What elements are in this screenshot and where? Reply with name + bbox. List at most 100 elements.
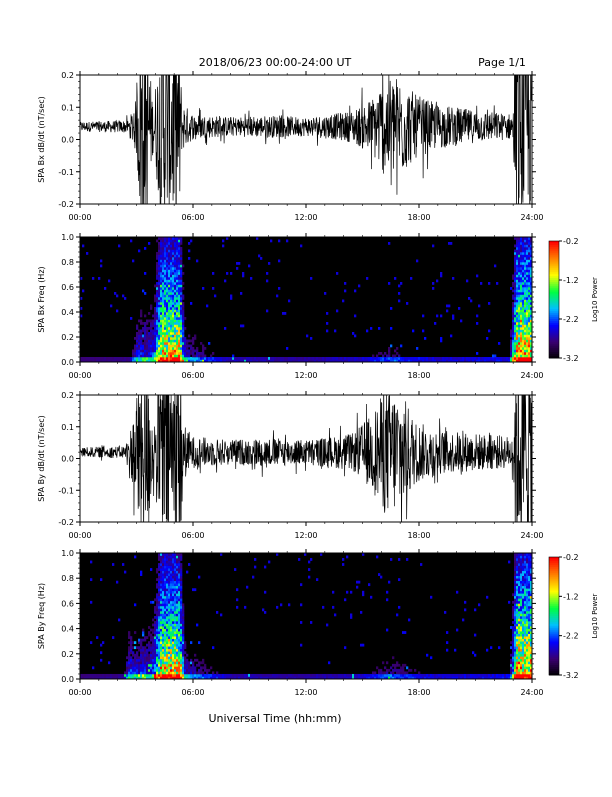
spectrogram-cell [162,608,165,612]
spectrogram-cell [198,354,201,358]
spectrogram-cell [516,631,519,634]
spectrogram-cell [524,254,527,258]
spectrogram-cell [520,262,523,265]
spectrogram-cell [196,671,199,675]
spectrogram-cell [176,334,179,338]
spectrogram-cell [182,621,185,624]
spectrogram-cell [158,274,161,278]
spectrogram-cell [210,673,213,677]
spectrogram-cell [130,357,133,360]
spectrogram-cell [390,344,393,348]
spectrogram-cell [162,568,165,571]
spectrogram-cell [360,676,363,680]
spectrogram-cell [496,673,499,677]
spectrogram-cell [468,357,471,360]
colorbar-cell [549,606,559,609]
spectrogram-cell [516,304,519,308]
spectrogram-cell [514,249,517,253]
spectrogram-cell [520,334,523,338]
spectrogram-cell [522,651,525,655]
colorbar-cell [549,641,559,645]
spectrogram-cell [146,322,149,325]
spectrogram-cell [92,673,95,677]
spectrogram-cell [152,656,155,660]
spectrogram-cell [518,555,521,559]
spectrogram-cell [530,590,533,594]
spectrogram-cell [170,329,173,333]
spectrogram-cell [168,560,171,564]
spectrogram-cell [140,309,143,313]
spectrogram-cell [522,302,525,305]
spectrogram-cell [522,299,525,303]
spectrogram-cell [174,242,177,245]
spectrogram-cell [380,676,383,680]
spectrogram-cell [478,357,481,360]
spectrogram-cell [528,643,531,647]
spectrogram-cell [156,264,159,268]
spectrogram-cell [180,302,183,305]
spectrogram-cell [156,653,159,657]
spectrogram-cell [190,302,193,305]
colorbar-frame [548,240,560,359]
spectrogram-cell [108,357,111,360]
spectrogram-cell [170,304,173,308]
spectrogram-cell [168,309,171,313]
spectrogram-cell [360,643,363,647]
spectrogram-cell [218,673,221,677]
spectrogram-cell [146,658,149,662]
spectrogram-cell [444,676,447,680]
spectrogram-cell [370,673,373,677]
spectrogram-cell [160,578,163,582]
spectrogram-cell [528,658,531,662]
spectrogram-cell [300,583,303,587]
spectrogram-cell [176,279,179,283]
spectrogram-cell [382,357,385,360]
spectrogram-cell [162,332,165,335]
y-tick-label: -0.1 [58,168,74,177]
spectrogram-cell [162,673,165,677]
spectrogram-cell [522,671,525,675]
x-tick-label: 24:00 [520,371,543,380]
spectrogram-cell [144,334,147,338]
spectrogram-cell [152,339,155,343]
spectrogram-cell [168,357,171,360]
spectrogram-cell [494,359,497,363]
spectrogram-cell [512,656,515,660]
spectrogram-cell [518,651,521,655]
spectrogram-cell [196,663,199,667]
spectrogram-cell [520,643,523,647]
spectrogram-cell [204,673,207,677]
spectrogram-cell [182,636,185,639]
spectrogram-cell [520,608,523,612]
spectrogram-cell [164,583,167,587]
spectrogram-cell [522,322,525,325]
spectrogram-cell [110,304,113,308]
spectrogram-cell [486,595,489,599]
spectrogram-cell [158,317,161,320]
spectrogram-cell [154,312,157,315]
spectrogram-cell [156,274,159,278]
spectrogram-cell [184,641,187,645]
spectrogram-cell [150,354,153,358]
spectrogram-cell [166,676,169,680]
colorbar-cell [549,344,559,347]
spectrogram-cell [336,359,339,363]
spectrogram-cell [530,292,533,295]
spectrogram-cell [526,302,529,305]
spectrogram-cell [422,673,425,677]
spectrogram-cell [200,359,203,363]
spectrogram-cell [164,636,167,639]
spectrogram-cell [512,616,515,619]
spectrogram-cell [166,568,169,571]
spectrogram-cell [390,357,393,360]
spectrogram-cell [164,359,167,363]
spectrogram-cell [118,618,121,622]
spectrogram-cell [160,565,163,569]
spectrogram-cell [132,661,135,665]
spectrogram-cell [132,641,135,645]
spectrogram-cell [516,277,519,280]
spectrogram-cell [484,357,487,360]
spectrogram-cell [528,257,531,260]
spectrogram-cell [446,673,449,677]
spectrogram-cell [156,663,159,667]
